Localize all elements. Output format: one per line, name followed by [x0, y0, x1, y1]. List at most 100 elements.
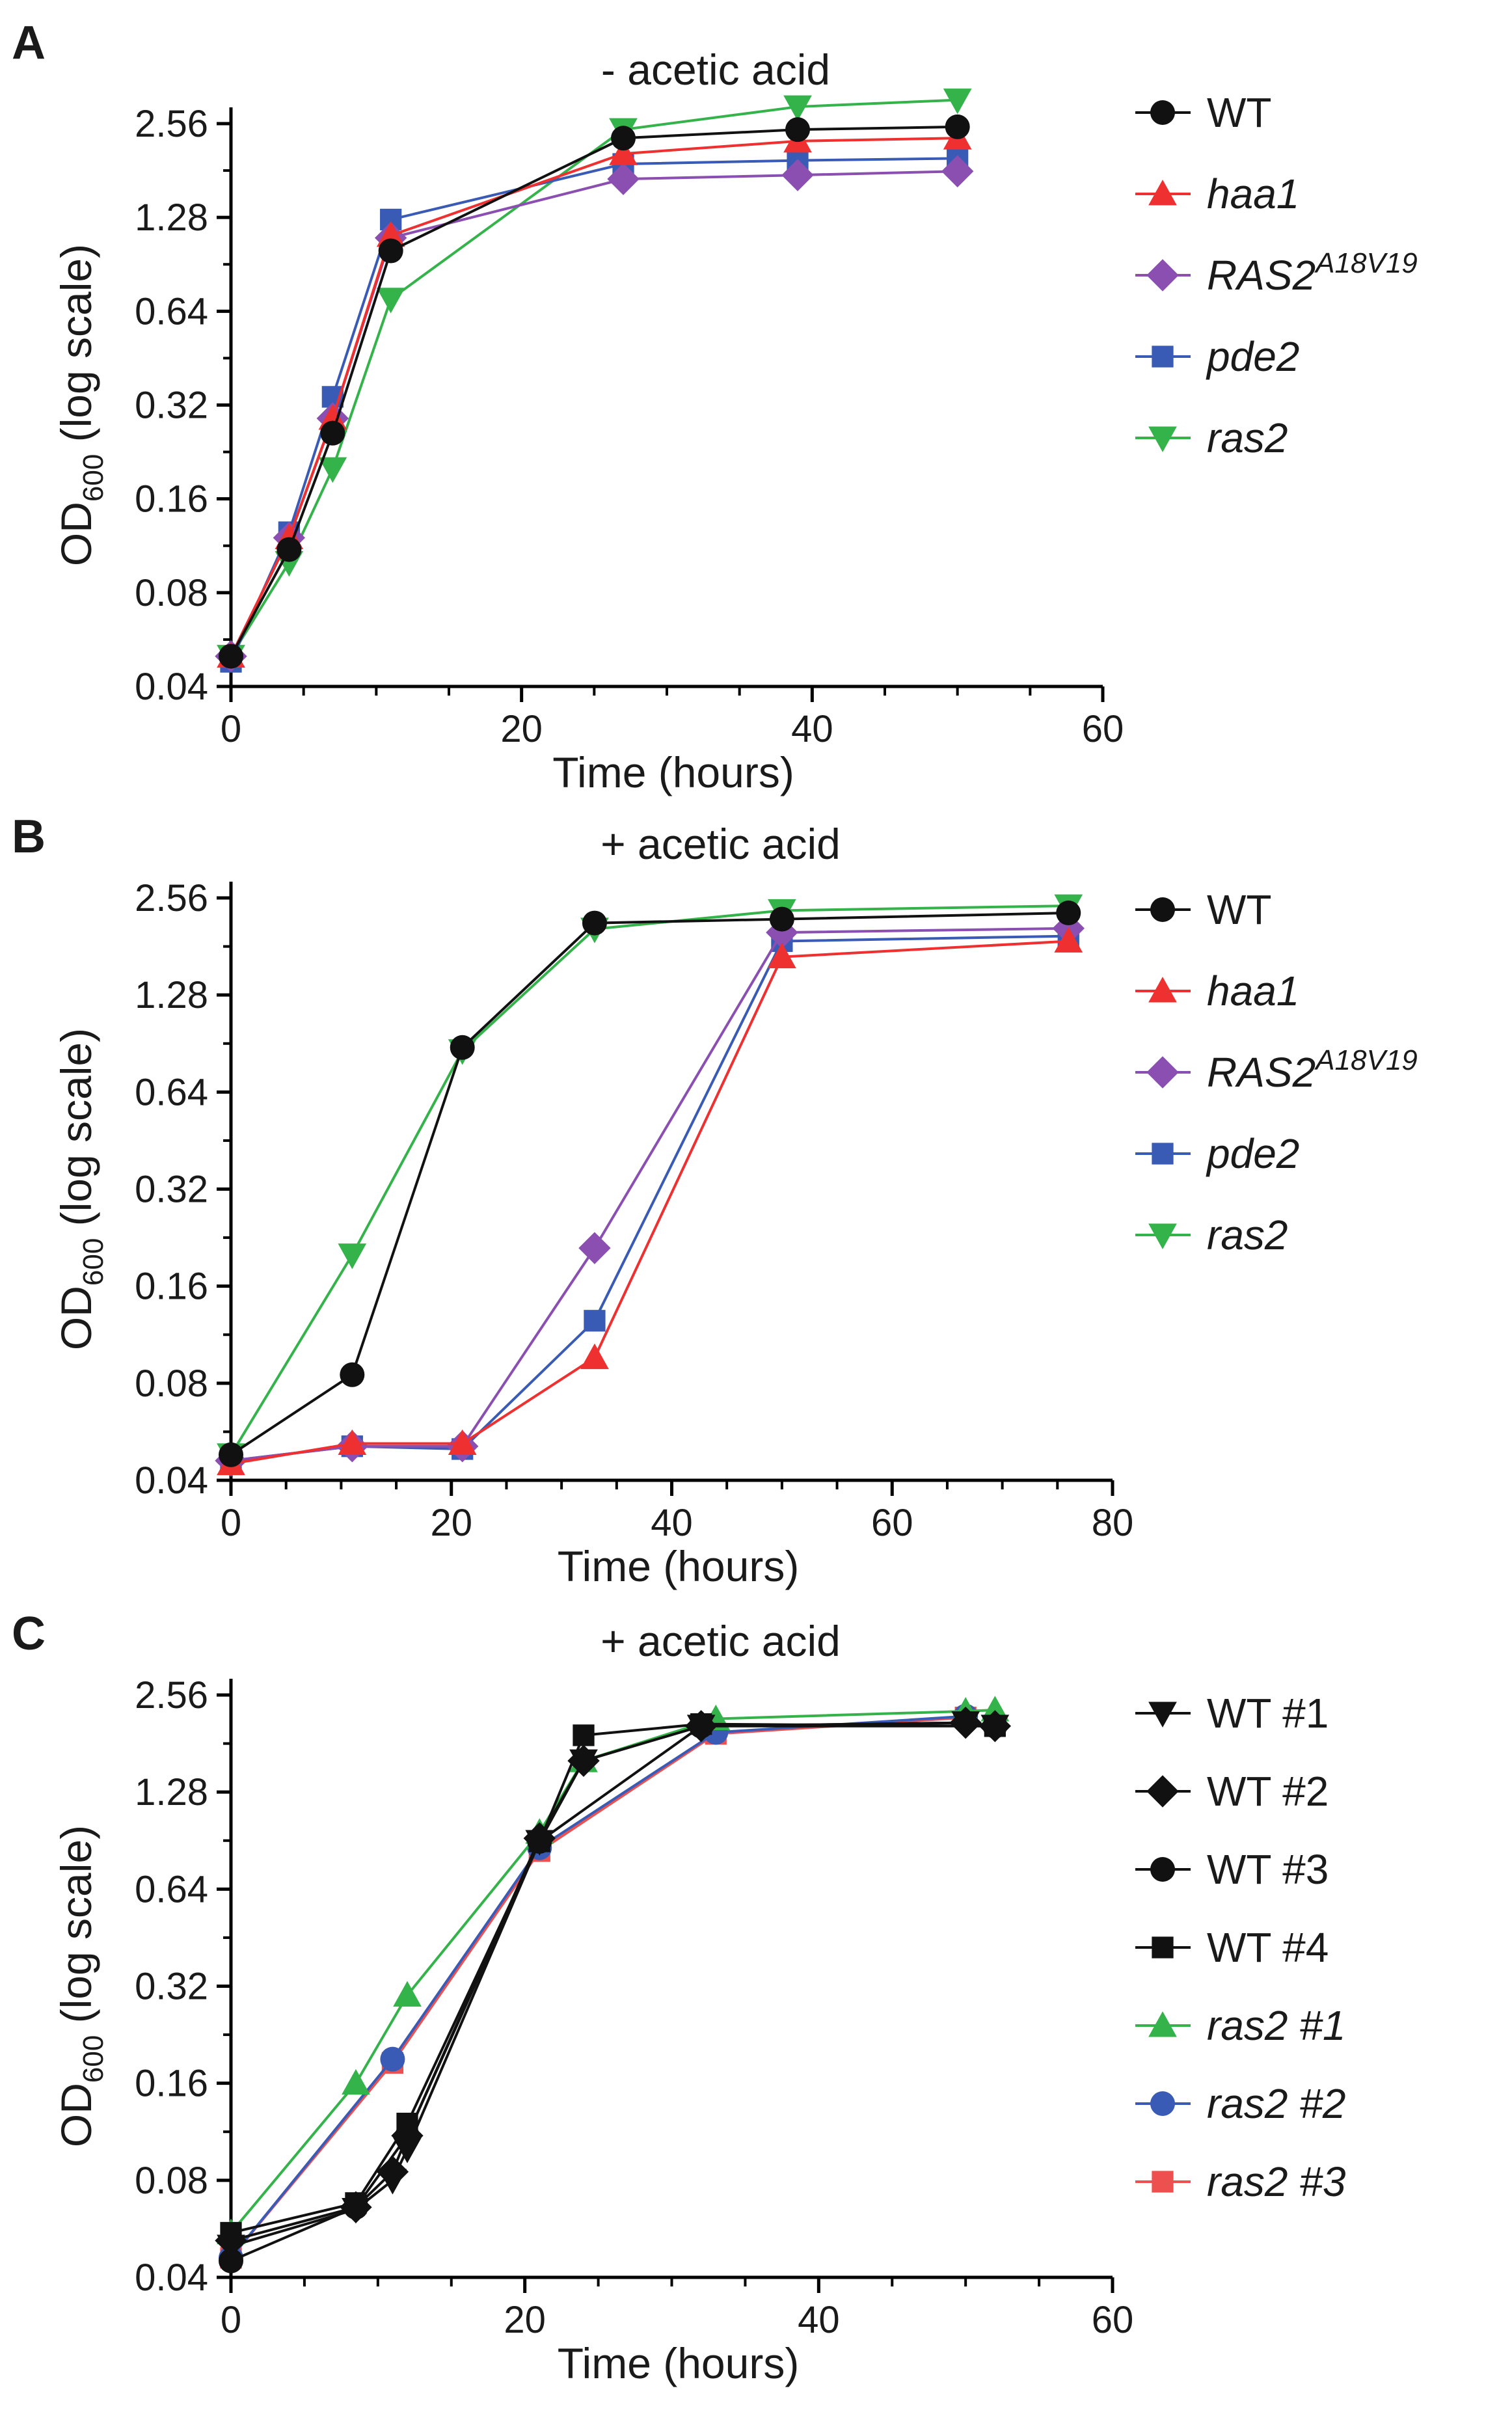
- data-point: [580, 1343, 609, 1370]
- data-point: [783, 95, 812, 121]
- legend-label-text: ras2 #1: [1207, 2002, 1345, 2049]
- legend-marker: [1146, 1775, 1179, 1808]
- legend-label-text: pde2: [1206, 1130, 1299, 1177]
- legend-item: WT: [1135, 886, 1272, 933]
- legend-label: RAS2A18V19: [1207, 247, 1418, 299]
- data-point: [611, 126, 636, 151]
- data-point: [1054, 927, 1083, 953]
- legend-item: RAS2A18V19: [1135, 247, 1418, 299]
- data-point: [941, 155, 974, 187]
- panel-letter-a: A: [12, 17, 46, 69]
- data-point: [393, 1981, 422, 2007]
- legend-item: WT: [1135, 89, 1272, 136]
- y-tick-label: 0.08: [135, 2160, 208, 2202]
- data-point: [450, 1035, 475, 1060]
- y-tick-label: 1.28: [135, 974, 208, 1016]
- legend-marker: [1146, 259, 1179, 292]
- x-tick-label: 40: [791, 708, 833, 750]
- legend-marker: [1146, 1056, 1179, 1089]
- data-point: [217, 2234, 245, 2260]
- data-point: [980, 1715, 1010, 1741]
- data-point: [338, 1429, 367, 1456]
- panel-b-chart: B + acetic acid 0.04 0.08 0.16 0.32 0.64 1.28 2…: [12, 811, 1418, 1590]
- y-tick-label: 2.56: [135, 1674, 208, 1716]
- data-point: [219, 644, 243, 669]
- y-tick-label: 0.08: [135, 1363, 208, 1405]
- legend-label: ras2: [1207, 414, 1288, 461]
- legend-label-text: ras2: [1207, 1212, 1288, 1258]
- legend-marker: [1148, 977, 1177, 1003]
- x-tick-label: 20: [500, 708, 543, 750]
- data-point: [569, 1749, 598, 1775]
- data-point: [781, 159, 814, 191]
- series-wt-4: [220, 1713, 1006, 2244]
- legend-item: WT #2: [1135, 1768, 1329, 1815]
- x-axis-label: Time (hours): [558, 1542, 800, 1590]
- panel-letter-b: B: [12, 811, 46, 863]
- data-point: [943, 88, 972, 115]
- legend-label-text: RAS2: [1207, 1049, 1316, 1096]
- legend-item: ras2: [1135, 414, 1288, 461]
- data-point: [584, 1310, 606, 1332]
- x-axis-label: Time (hours): [552, 748, 794, 796]
- data-point: [525, 1830, 554, 1856]
- y-tick-label: 0.32: [135, 385, 208, 427]
- x-tick-label: 60: [1092, 2299, 1134, 2341]
- legend-label-text: WT #3: [1207, 1846, 1329, 1893]
- legend-label: pde2: [1206, 1130, 1299, 1177]
- y-tick-label: 0.16: [135, 2063, 208, 2105]
- series-wt: [219, 114, 970, 669]
- data-point: [582, 910, 607, 936]
- y-axis-label: OD600 (log scale): [52, 244, 109, 566]
- y-tick-label: 0.16: [135, 478, 208, 521]
- legend-label-text: WT #2: [1207, 1768, 1329, 1815]
- legend-label: WT #4: [1207, 1924, 1329, 1971]
- y-axis-label-main: OD: [52, 502, 100, 566]
- legend-marker: [1148, 1223, 1177, 1249]
- y-tick-label: 0.04: [135, 666, 208, 708]
- data-point: [951, 1711, 980, 1737]
- y-tick-label: 0.04: [135, 1459, 208, 1502]
- x-tick-label: 60: [1082, 708, 1124, 750]
- legend-label: ras2: [1207, 1212, 1288, 1258]
- series-line: [230, 927, 1069, 1462]
- y-axis-label-main: OD: [52, 2083, 100, 2147]
- legend-label: pde2: [1206, 333, 1299, 380]
- legend-marker: [1148, 426, 1177, 452]
- legend-label-superscript: A18V19: [1314, 1044, 1418, 1076]
- x-tick-label: 0: [221, 2299, 241, 2341]
- series-line: [230, 1709, 995, 2234]
- legend-label: WT: [1207, 89, 1272, 136]
- data-point: [376, 288, 405, 314]
- y-tick-label: 0.16: [135, 1266, 208, 1308]
- legend-label-text: haa1: [1207, 170, 1299, 217]
- legend-marker: [1148, 1702, 1177, 1728]
- data-point: [769, 906, 794, 932]
- data-point: [378, 2169, 407, 2195]
- legend-item: ras2 #3: [1135, 2158, 1346, 2205]
- chart-title: + acetic acid: [601, 820, 841, 868]
- series-ras2: [217, 88, 972, 671]
- y-axis-label: OD600 (log scale): [52, 1028, 109, 1350]
- data-point: [338, 1243, 367, 1269]
- legend-marker: [1152, 1143, 1174, 1165]
- legend-marker: [1152, 346, 1174, 368]
- y-axis-label-subscript: 600: [77, 2035, 109, 2083]
- chart-title: - acetic acid: [601, 46, 830, 94]
- y-tick-label: 1.28: [135, 1771, 208, 1813]
- legend-item: WT #4: [1135, 1924, 1329, 1971]
- series-line: [230, 904, 1069, 1456]
- series-wt-3: [219, 1713, 1008, 2273]
- data-point: [607, 163, 640, 195]
- data-point: [219, 1442, 243, 1467]
- data-point: [768, 942, 796, 969]
- y-axis-label-rest: (log scale): [52, 244, 100, 454]
- legend-label: WT: [1207, 886, 1272, 933]
- legend-label: RAS2A18V19: [1207, 1044, 1418, 1096]
- legend-item: WT #1: [1135, 1690, 1329, 1737]
- legend-item: pde2: [1135, 333, 1299, 380]
- panel-a-chart: A - acetic acid 0.04 0.08 0.16 0.32 0.64 1.28 2…: [12, 17, 1418, 796]
- data-point: [320, 420, 345, 446]
- legend-item: pde2: [1135, 1130, 1299, 1177]
